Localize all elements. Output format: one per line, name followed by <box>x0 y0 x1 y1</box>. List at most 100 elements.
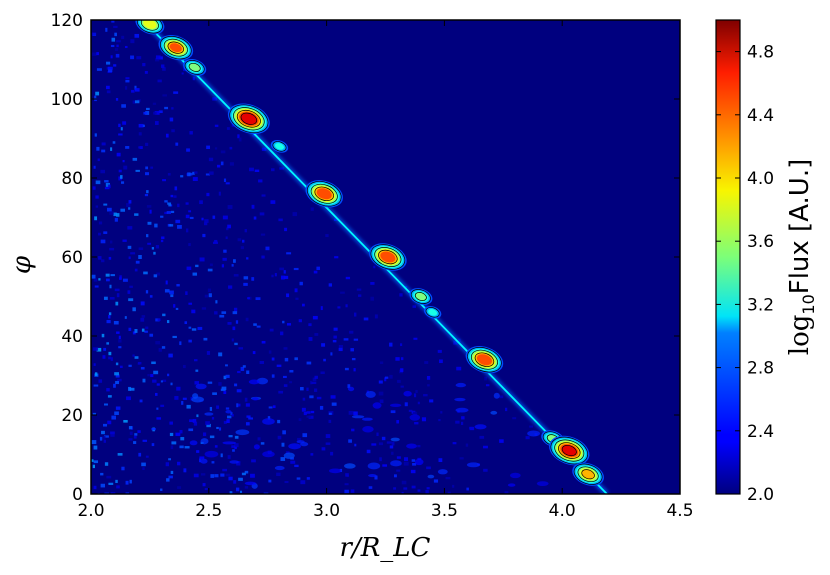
hotspot-contour <box>188 62 201 72</box>
speckle <box>233 259 236 263</box>
speckle <box>433 479 439 483</box>
speckle <box>138 255 142 260</box>
speckle <box>370 281 375 285</box>
speckle <box>282 320 285 324</box>
speckle <box>231 264 234 267</box>
speckle <box>220 388 226 392</box>
speckle <box>225 182 230 185</box>
speckle <box>169 224 174 227</box>
speckle-blob <box>229 460 239 464</box>
speckle <box>212 392 217 395</box>
speckle <box>108 482 114 485</box>
speckle <box>423 394 428 397</box>
speckle <box>403 487 408 490</box>
speckle <box>126 396 131 401</box>
speckle <box>238 477 243 481</box>
speckle <box>192 177 198 181</box>
speckle <box>214 311 218 315</box>
speckle <box>438 419 441 422</box>
speckle-blob <box>300 441 309 447</box>
speckle <box>137 430 141 433</box>
speckle <box>254 169 260 173</box>
speckle <box>353 368 356 372</box>
speckle <box>223 391 227 395</box>
speckle <box>201 307 207 310</box>
speckle <box>281 442 285 447</box>
speckle <box>298 418 302 422</box>
speckle <box>310 207 314 211</box>
colorbar-ticks: 2.0 2.4 2.8 3.2 3.6 4.0 4.4 4.8 <box>716 43 774 505</box>
speckle <box>93 363 96 366</box>
y-tick-label: 60 <box>61 248 83 268</box>
speckle <box>417 401 420 405</box>
speckle <box>244 397 248 402</box>
speckle <box>186 404 191 409</box>
speckle <box>455 420 460 424</box>
speckle <box>110 44 115 48</box>
speckle <box>196 414 199 418</box>
speckle-blob <box>344 463 356 469</box>
speckle <box>179 341 182 346</box>
speckle <box>389 374 393 379</box>
speckle <box>134 33 140 38</box>
speckle <box>134 268 138 272</box>
speckle <box>155 392 158 396</box>
speckle <box>469 426 474 430</box>
speckle-blob <box>248 379 260 385</box>
colorbar-tick-label: 4.8 <box>747 43 774 63</box>
hotspot-contour <box>561 444 577 457</box>
y-tick-label: 80 <box>61 169 83 189</box>
speckle <box>229 146 233 150</box>
speckle <box>512 417 517 420</box>
speckle <box>214 445 218 448</box>
speckle <box>202 483 206 487</box>
speckle <box>177 224 182 229</box>
speckle <box>260 233 266 236</box>
speckle <box>135 260 140 264</box>
speckle <box>284 275 289 280</box>
speckle <box>258 179 263 183</box>
speckle <box>233 307 238 312</box>
speckle <box>354 312 357 317</box>
speckle <box>226 127 230 130</box>
speckle <box>411 485 416 489</box>
speckle <box>216 405 220 409</box>
speckle <box>343 338 349 341</box>
speckle <box>146 107 150 111</box>
speckle <box>319 405 324 410</box>
speckle <box>247 297 250 300</box>
speckle <box>229 162 234 166</box>
speckle <box>485 384 490 387</box>
speckle <box>111 415 117 420</box>
speckle <box>153 274 158 278</box>
speckle <box>109 211 114 215</box>
speckle <box>314 388 318 392</box>
speckle <box>175 142 179 146</box>
speckle <box>413 337 418 340</box>
speckle <box>95 91 100 96</box>
speckle <box>290 460 296 464</box>
speckle <box>207 381 213 384</box>
speckle <box>173 195 177 198</box>
speckle <box>206 423 211 428</box>
speckle <box>529 425 533 428</box>
speckle <box>106 90 111 94</box>
speckle <box>91 274 96 279</box>
speckle <box>302 433 308 438</box>
hotspot-contour <box>316 188 332 200</box>
speckle <box>168 353 173 358</box>
speckle <box>328 412 332 415</box>
hotspot-contour <box>428 309 438 316</box>
speckle <box>437 349 442 353</box>
speckle <box>113 25 118 28</box>
speckle <box>397 379 401 383</box>
speckle <box>117 378 122 382</box>
speckle <box>110 434 115 437</box>
speckle <box>234 443 239 448</box>
speckle <box>223 178 227 182</box>
speckle-blob <box>262 418 275 425</box>
speckle <box>93 278 98 282</box>
speckle <box>123 419 128 423</box>
speckle <box>253 216 257 220</box>
speckle <box>297 437 301 442</box>
